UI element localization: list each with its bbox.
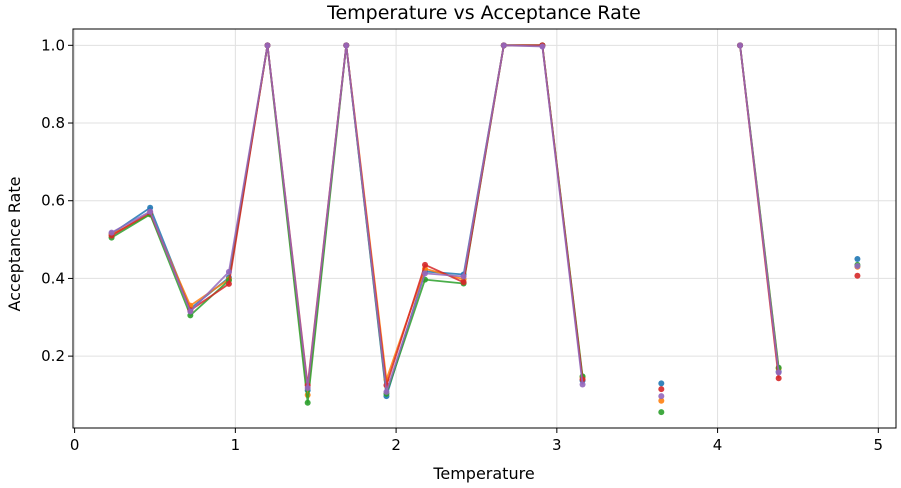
series-line bbox=[739, 45, 780, 373]
axes bbox=[68, 28, 897, 433]
data-point bbox=[775, 369, 782, 376]
data-point bbox=[500, 42, 507, 49]
data-point bbox=[460, 273, 467, 280]
data-point bbox=[383, 388, 390, 395]
data-point bbox=[264, 42, 271, 49]
x-tick-label: 2 bbox=[391, 436, 401, 454]
data-point bbox=[854, 272, 861, 279]
y-tick-label: 0.2 bbox=[41, 347, 65, 365]
data-point bbox=[658, 380, 665, 387]
y-tick-label: 0.8 bbox=[41, 114, 65, 132]
data-point bbox=[658, 393, 665, 400]
data-point bbox=[304, 399, 311, 406]
tick-labels: 0 1 2 3 4 5 0.2 0.4 0.6 0.8 1.0 bbox=[41, 36, 883, 454]
data-point bbox=[658, 397, 665, 404]
data-point bbox=[108, 229, 115, 236]
series-layer bbox=[108, 42, 861, 416]
data-point bbox=[422, 261, 429, 268]
x-tick-label: 1 bbox=[231, 436, 241, 454]
data-point bbox=[422, 270, 429, 277]
data-point bbox=[539, 43, 546, 50]
data-point bbox=[343, 42, 350, 49]
y-axis-label: Acceptance Rate bbox=[5, 177, 24, 312]
series-5 bbox=[108, 42, 861, 400]
data-point bbox=[854, 262, 861, 269]
data-point bbox=[304, 384, 311, 391]
data-point bbox=[147, 208, 154, 215]
x-tick-label: 5 bbox=[874, 436, 884, 454]
y-tick-label: 0.6 bbox=[41, 192, 65, 210]
data-point bbox=[658, 386, 665, 393]
data-point bbox=[658, 409, 665, 416]
x-axis-label: Temperature bbox=[432, 464, 534, 483]
x-tick-label: 4 bbox=[713, 436, 723, 454]
plot-frame bbox=[72, 28, 897, 429]
x-tick-label: 3 bbox=[552, 436, 562, 454]
y-tick-label: 1.0 bbox=[41, 36, 65, 54]
data-point bbox=[225, 268, 232, 275]
data-point bbox=[460, 279, 467, 286]
data-point bbox=[775, 375, 782, 382]
data-point bbox=[737, 42, 744, 49]
y-tick-label: 0.4 bbox=[41, 269, 65, 287]
data-point bbox=[579, 381, 586, 388]
data-point bbox=[187, 308, 194, 315]
x-tick-label: 0 bbox=[70, 436, 80, 454]
data-point bbox=[854, 255, 861, 262]
chart-title: Temperature vs Acceptance Rate bbox=[326, 2, 641, 24]
data-point bbox=[225, 280, 232, 287]
